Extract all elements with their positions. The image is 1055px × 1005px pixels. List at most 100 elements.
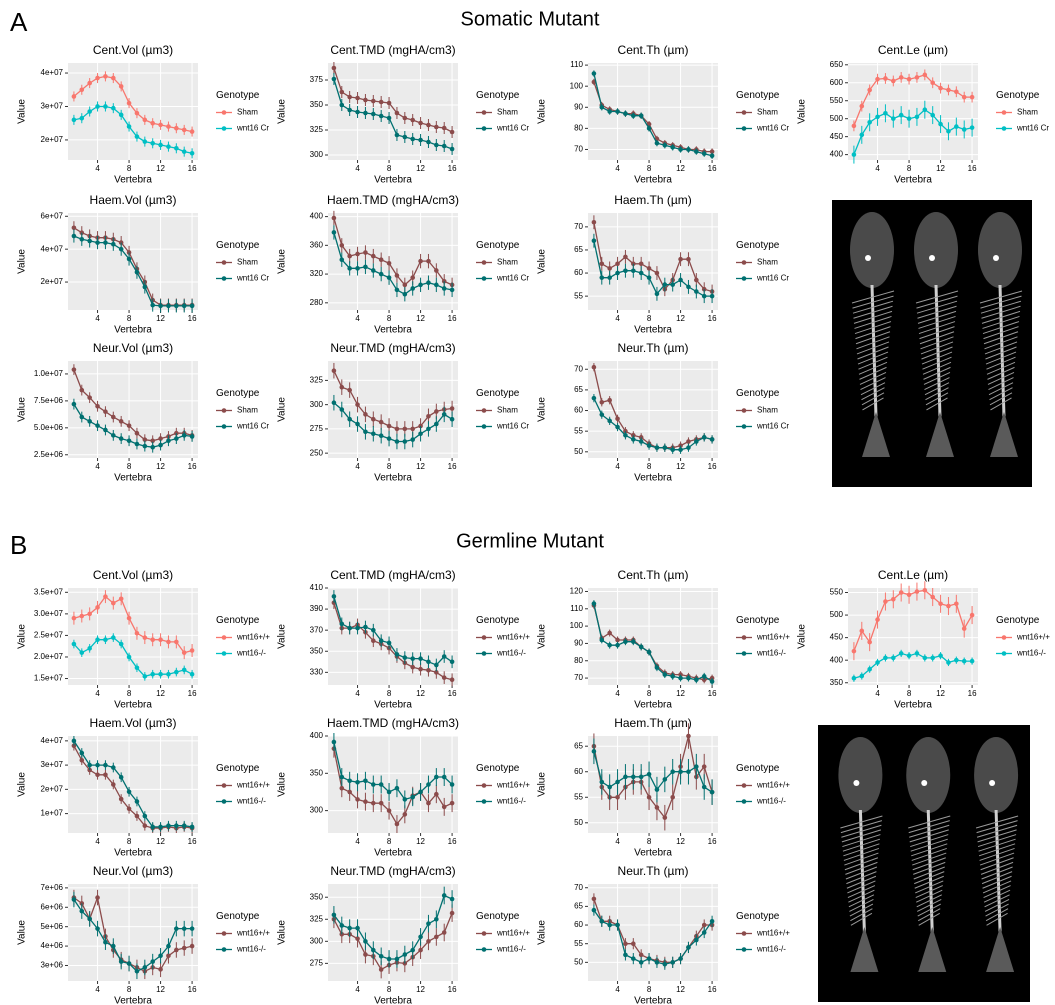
- data-point: [701, 930, 707, 935]
- fish-rib: [853, 310, 893, 324]
- data-point: [701, 674, 707, 679]
- series-line: [333, 894, 453, 960]
- x-tick-label: 4: [355, 689, 360, 698]
- data-point: [709, 679, 715, 684]
- data-point: [875, 114, 880, 120]
- data-point: [441, 893, 447, 898]
- legend-title: Genotype: [476, 615, 520, 626]
- data-point: [701, 784, 707, 790]
- legend-key-point: [221, 126, 227, 131]
- data-point: [969, 658, 975, 664]
- fish-rib: [849, 903, 874, 917]
- legend-key-point: [741, 947, 747, 952]
- data-point: [134, 110, 140, 116]
- data-point: [95, 772, 100, 778]
- data-point: [402, 812, 408, 817]
- data-point: [402, 952, 408, 957]
- x-tick-label: 4: [615, 164, 620, 173]
- data-point: [914, 75, 920, 80]
- y-tick-label: 400: [310, 731, 324, 740]
- data-point: [126, 961, 132, 966]
- fish-rib: [981, 305, 1021, 319]
- data-point: [449, 896, 455, 902]
- image-label: +/+: [850, 979, 870, 995]
- data-point: [402, 655, 408, 660]
- fish-tail: [862, 412, 890, 457]
- chart-title: Neur.Th (µm): [618, 341, 689, 355]
- x-tick-label: 8: [907, 164, 912, 173]
- data-point: [434, 791, 439, 797]
- data-point: [331, 65, 337, 71]
- data-point: [189, 648, 195, 653]
- fish-otolith: [865, 255, 871, 261]
- data-point: [118, 959, 124, 964]
- fish-rib: [922, 356, 952, 370]
- data-point: [426, 258, 431, 264]
- data-point: [355, 402, 360, 407]
- data-point: [158, 637, 163, 643]
- data-point: [418, 137, 423, 143]
- series-line: [333, 912, 453, 971]
- y-tick-label: 70: [574, 673, 583, 682]
- data-point: [670, 145, 675, 150]
- data-point: [938, 653, 943, 658]
- legend-label: Sham: [237, 406, 258, 415]
- y-tick-label: 4e+06: [41, 941, 64, 950]
- fish-spine: [858, 809, 866, 933]
- legend-key-point: [481, 424, 487, 429]
- data-point: [79, 414, 85, 420]
- data-point: [371, 98, 376, 104]
- y-tick-label: 4e+07: [41, 68, 64, 77]
- data-point: [686, 445, 691, 450]
- y-tick-label: 360: [310, 240, 324, 249]
- fish-rib: [980, 300, 1022, 314]
- data-point: [898, 75, 904, 80]
- fish-rib: [985, 346, 1017, 360]
- data-point: [607, 397, 612, 403]
- data-point: [339, 923, 345, 928]
- data-point: [638, 261, 644, 267]
- y-axis-label: Value: [277, 624, 288, 649]
- x-tick-label: 16: [188, 689, 197, 698]
- legend-label: wnt16-/-: [756, 797, 786, 806]
- x-tick-label: 8: [127, 689, 132, 698]
- legend-title: Genotype: [216, 90, 260, 101]
- data-point: [615, 270, 620, 276]
- data-point: [363, 97, 368, 103]
- data-point: [378, 113, 384, 119]
- fish-rib: [852, 295, 894, 309]
- fish-rib: [913, 861, 946, 875]
- data-point: [166, 124, 171, 129]
- data-point: [851, 675, 857, 681]
- data-point: [891, 596, 896, 602]
- y-tick-label: 80: [574, 123, 583, 132]
- x-tick-label: 16: [708, 837, 717, 846]
- data-point: [174, 639, 179, 645]
- data-point: [954, 601, 959, 607]
- data-point: [394, 439, 400, 444]
- data-point: [118, 419, 124, 424]
- x-tick-label: 8: [647, 164, 652, 173]
- fish-rib: [983, 326, 1019, 340]
- data-point: [418, 934, 423, 940]
- x-axis-label: Vertebra: [894, 175, 932, 186]
- y-tick-label: 50: [574, 957, 583, 966]
- fish-rib: [846, 875, 877, 889]
- series-line: [333, 748, 453, 826]
- x-tick-label: 16: [448, 837, 457, 846]
- data-point: [126, 438, 132, 444]
- data-point: [166, 303, 171, 309]
- legend-label: wnt16 Cr: [496, 422, 529, 431]
- legend-key-point: [221, 783, 227, 788]
- fish-rib: [861, 387, 885, 401]
- y-tick-label: 3.5e+07: [34, 587, 64, 596]
- fish-rib: [983, 885, 1011, 899]
- panel-background: [68, 736, 198, 833]
- data-point: [678, 147, 683, 152]
- data-point: [961, 127, 967, 132]
- data-point: [426, 921, 431, 926]
- data-point: [410, 794, 415, 800]
- y-tick-label: 70: [574, 222, 583, 231]
- data-point: [394, 821, 400, 827]
- data-point: [638, 960, 644, 965]
